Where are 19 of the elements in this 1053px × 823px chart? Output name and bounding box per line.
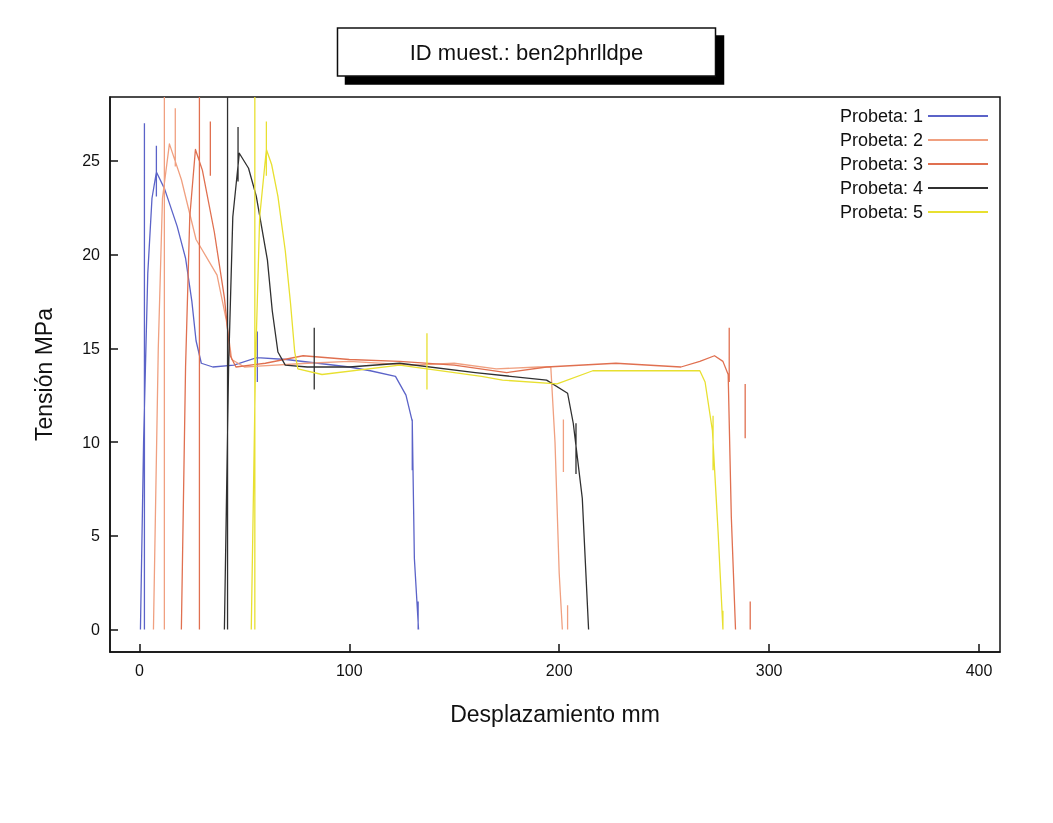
legend-label: Probeta: 5 <box>839 202 923 222</box>
legend-label: Probeta: 2 <box>839 130 923 150</box>
chart-title: ID muest.: ben2phrlldpe <box>409 39 644 65</box>
y-axis-title: Tensión MPa <box>30 307 57 441</box>
x-tick-label: 400 <box>965 661 993 679</box>
y-tick-label: 5 <box>91 527 101 545</box>
y-tick-label: 10 <box>82 433 101 451</box>
x-tick-label: 100 <box>335 661 363 679</box>
x-tick-label: 200 <box>545 661 573 679</box>
x-tick-label: 0 <box>134 661 144 679</box>
y-tick-label: 25 <box>82 152 101 170</box>
legend-label: Probeta: 4 <box>839 178 923 198</box>
y-tick-label: 15 <box>82 339 101 357</box>
legend-label: Probeta: 3 <box>839 154 923 174</box>
x-axis-title: Desplazamiento mm <box>450 700 660 727</box>
x-tick-label: 300 <box>755 661 783 679</box>
y-tick-label: 20 <box>82 246 101 263</box>
legend-label: Probeta: 1 <box>839 106 923 126</box>
y-tick-label: 0 <box>91 621 101 638</box>
